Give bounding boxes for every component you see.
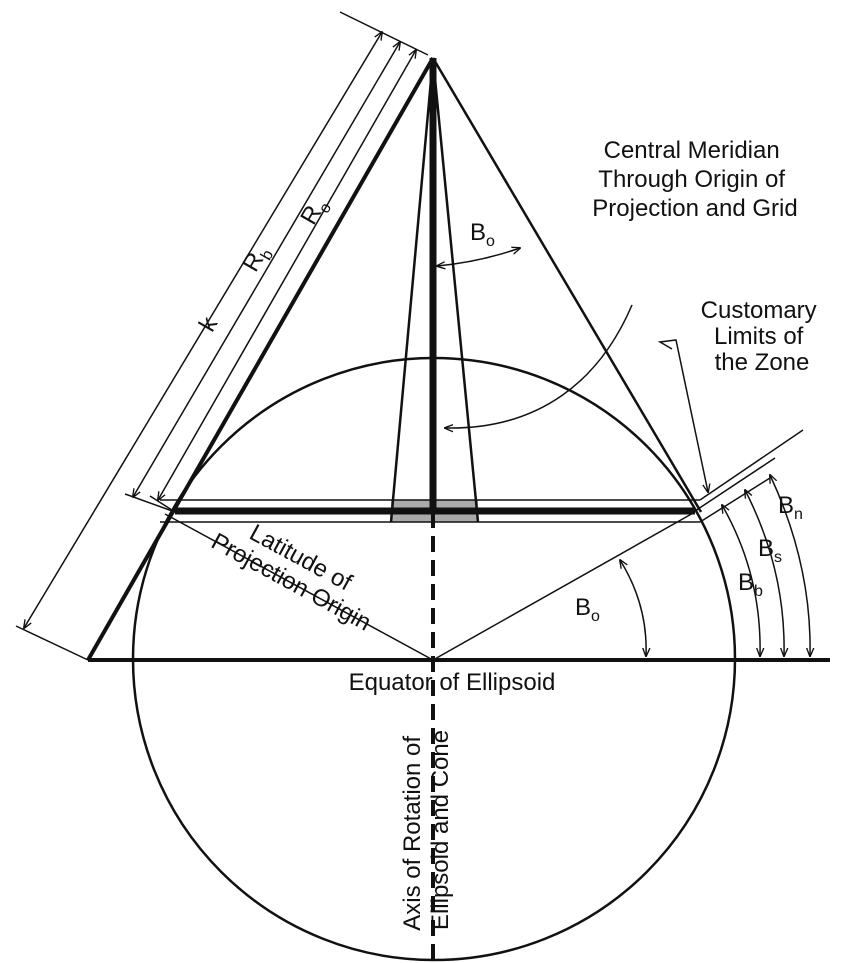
label-bo-bottom: Bo (575, 594, 600, 625)
meridian-right (431, 57, 480, 523)
label-ro: Ro (295, 193, 335, 231)
dim-k (24, 32, 382, 628)
meridian-left (389, 57, 435, 523)
label-latitude-origin: Latitude of Projection Origin (207, 505, 388, 636)
leader-customary (657, 339, 708, 492)
label-bs: Bs (758, 535, 782, 566)
label-equator: Equator of Ellipsoid (349, 669, 556, 696)
latitude-line-right (432, 511, 696, 661)
label-bo-top: Bo (470, 219, 495, 250)
cone-right (431, 57, 703, 513)
label-central-meridian: Central Meridian Through Origin of Proje… (592, 137, 797, 222)
label-axis-rotation: Axis of Rotation of Ellipsoid and Cone (399, 729, 454, 930)
ext-bn (699, 429, 804, 501)
label-bn: Bn (778, 492, 803, 523)
label-bb: Bb (738, 569, 763, 600)
ext-bb (699, 477, 771, 523)
extension-top (339, 11, 429, 56)
arc-bo-top (437, 248, 520, 266)
leader-central-meridian (445, 304, 633, 428)
dim-rb (133, 42, 400, 497)
arc-bo-bottom (620, 560, 646, 656)
extension-k (15, 625, 89, 661)
ext-bs (694, 457, 776, 512)
label-rb: Rb (237, 240, 277, 278)
dim-ro (158, 50, 416, 500)
label-customary-limits: Customary Limits of the Zone (701, 297, 824, 376)
label-k: k (194, 311, 224, 336)
arc-bn (770, 475, 810, 656)
